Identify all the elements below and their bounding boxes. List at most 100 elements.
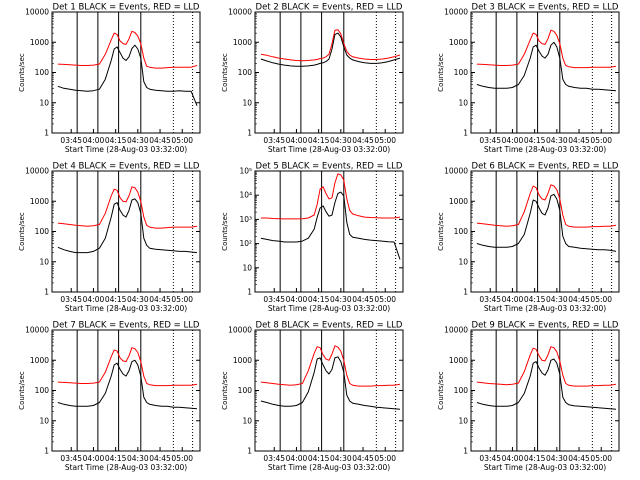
panel-det-5: Det 5 BLACK = Events, RED = LLD 1 10 10² 10³… xyxy=(221,162,404,313)
panel-det-3: Det 3 BLACK = Events, RED = LLD 1 10 100 100… xyxy=(437,3,620,154)
y-axis-label: Counts/sec xyxy=(18,371,26,410)
y-tick-label: 1 xyxy=(44,129,49,138)
x-tick-label: 04:00 xyxy=(286,136,308,145)
y-tick-label: 100 xyxy=(238,386,253,395)
x-tick-label: 04:00 xyxy=(286,454,308,463)
y-tick-label: 100 xyxy=(35,227,50,236)
x-tick-label: 03:45 xyxy=(60,136,82,145)
y-tick-label: 1000 xyxy=(30,197,49,206)
panel-det-9: Det 9 BLACK = Events, RED = LLD 1 10 100 100… xyxy=(437,321,620,472)
x-tick-label: 04:30 xyxy=(546,454,568,463)
y-tick-label: 1 xyxy=(463,288,468,297)
y-tick-label: 10000 xyxy=(444,8,468,17)
y-tick-label: 10 xyxy=(458,257,468,266)
panel-det-6: Det 6 BLACK = Events, RED = LLD 1 10 100 100… xyxy=(437,162,620,313)
y-tick-label: 10⁵ xyxy=(239,167,252,176)
y-tick-label: 10 xyxy=(458,416,468,425)
x-tick-label: 04:30 xyxy=(127,295,149,304)
series-line-lld xyxy=(476,29,617,69)
plot-frame xyxy=(51,329,201,452)
x-tick-label: 04:45 xyxy=(149,136,171,145)
y-tick-label: 1000 xyxy=(449,356,468,365)
series-line-events xyxy=(476,358,617,410)
x-tick-label: 04:00 xyxy=(83,295,105,304)
x-tick-label: 04:30 xyxy=(546,295,568,304)
plot-frame xyxy=(254,329,404,452)
x-axis-label: Start Time (28-Aug-03 03:32:00) xyxy=(268,145,390,154)
series-line-events xyxy=(476,193,617,252)
x-tick-label: 04:00 xyxy=(502,295,524,304)
x-axis-label: Start Time (28-Aug-03 03:32:00) xyxy=(484,463,606,472)
y-tick-label: 10000 xyxy=(25,8,49,17)
y-tick-label: 1000 xyxy=(30,356,49,365)
y-tick-label: 10 xyxy=(458,98,468,107)
panel-det-2: Det 2 BLACK = Events, RED = LLD 1 10 100 100… xyxy=(221,3,404,154)
series-line-lld xyxy=(476,184,617,228)
panel-title: Det 4 BLACK = Events, RED = LLD xyxy=(53,162,200,172)
x-tick-label: 04:15 xyxy=(105,454,127,463)
panel-det-1: Det 1 BLACK = Events, RED = LLD 1 10 100 100… xyxy=(18,3,201,154)
x-tick-label: 03:45 xyxy=(263,454,285,463)
x-tick-label: 03:45 xyxy=(60,295,82,304)
x-tick-label: 05:00 xyxy=(374,136,396,145)
x-tick-label: 03:45 xyxy=(479,454,501,463)
x-tick-label: 04:15 xyxy=(524,295,546,304)
y-tick-label: 1 xyxy=(247,447,252,456)
x-tick-label: 03:45 xyxy=(479,295,501,304)
x-tick-label: 04:15 xyxy=(308,454,330,463)
y-tick-label: 1000 xyxy=(233,38,252,47)
series-line-events xyxy=(57,359,198,410)
y-axis-label: Counts/sec xyxy=(18,53,26,92)
y-tick-label: 1 xyxy=(247,129,252,138)
x-tick-label: 04:45 xyxy=(352,295,374,304)
series-line-events xyxy=(260,32,401,67)
y-tick-label: 100 xyxy=(454,386,469,395)
panel-title: Det 6 BLACK = Events, RED = LLD xyxy=(472,162,619,172)
y-tick-label: 1000 xyxy=(449,38,468,47)
panel-det-8: Det 8 BLACK = Events, RED = LLD 1 10 100 100… xyxy=(221,321,404,472)
x-tick-label: 04:30 xyxy=(127,454,149,463)
y-tick-label: 10 xyxy=(242,263,252,272)
x-tick-label: 04:15 xyxy=(524,454,546,463)
x-tick-label: 03:45 xyxy=(479,136,501,145)
x-tick-label: 04:00 xyxy=(83,136,105,145)
y-tick-label: 100 xyxy=(238,68,253,77)
x-axis-label: Start Time (28-Aug-03 03:32:00) xyxy=(268,463,390,472)
plot-frame xyxy=(470,170,620,293)
x-tick-label: 04:00 xyxy=(502,136,524,145)
y-tick-label: 10 xyxy=(39,257,49,266)
x-tick-label: 03:45 xyxy=(263,136,285,145)
y-tick-label: 10000 xyxy=(444,326,468,335)
y-tick-label: 10000 xyxy=(228,8,252,17)
x-tick-label: 04:30 xyxy=(127,136,149,145)
y-tick-label: 100 xyxy=(454,68,469,77)
panel-title: Det 9 BLACK = Events, RED = LLD xyxy=(472,321,619,331)
y-axis-label: Counts/sec xyxy=(437,53,445,92)
x-tick-label: 04:30 xyxy=(546,136,568,145)
series-line-events xyxy=(57,198,198,254)
series-line-lld xyxy=(57,186,198,229)
panel-det-7: Det 7 BLACK = Events, RED = LLD 1 10 100 100… xyxy=(18,321,201,472)
x-tick-label: 04:45 xyxy=(352,454,374,463)
series-line-lld xyxy=(260,29,401,62)
y-axis-label: Counts/sec xyxy=(221,53,229,92)
x-tick-label: 05:00 xyxy=(171,136,193,145)
panel-det-4: Det 4 BLACK = Events, RED = LLD 1 10 100 100… xyxy=(18,162,201,313)
x-tick-label: 04:45 xyxy=(568,295,590,304)
y-tick-label: 100 xyxy=(454,227,469,236)
x-tick-label: 04:45 xyxy=(149,295,171,304)
x-axis-label: Start Time (28-Aug-03 03:32:00) xyxy=(65,304,187,313)
y-tick-label: 10 xyxy=(39,416,49,425)
y-tick-label: 10000 xyxy=(25,326,49,335)
panel-title: Det 1 BLACK = Events, RED = LLD xyxy=(53,3,200,13)
panel-title: Det 3 BLACK = Events, RED = LLD xyxy=(472,3,619,13)
x-axis-label: Start Time (28-Aug-03 03:32:00) xyxy=(268,304,390,313)
series-line-events xyxy=(260,191,401,260)
y-tick-label: 1000 xyxy=(449,197,468,206)
x-axis-label: Start Time (28-Aug-03 03:32:00) xyxy=(484,304,606,313)
panel-title: Det 7 BLACK = Events, RED = LLD xyxy=(53,321,200,331)
y-axis-label: Counts/sec xyxy=(437,371,445,410)
series-line-lld xyxy=(57,347,198,387)
x-tick-label: 04:30 xyxy=(330,295,352,304)
